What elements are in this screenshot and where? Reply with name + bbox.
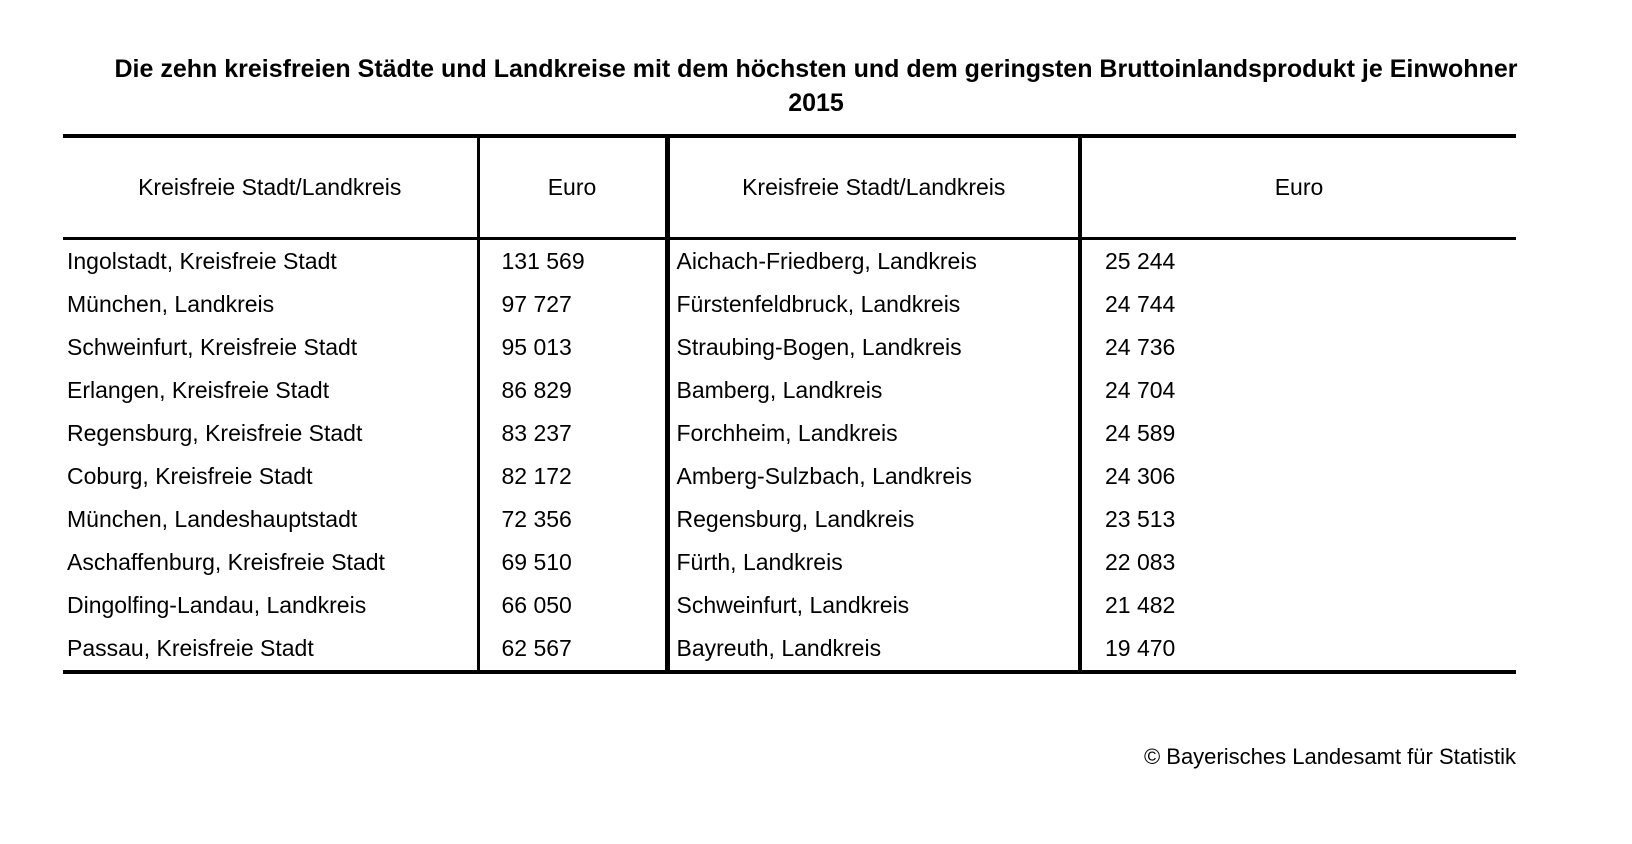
- column-header-euro-left: Euro: [478, 136, 670, 240]
- euro-value-cell: 21 482: [1105, 592, 1176, 618]
- table-body: Ingolstadt, Kreisfreie Stadt 131 569 Aicha…: [63, 238, 1516, 672]
- district-name-cell: Schweinfurt, Landkreis: [667, 584, 1082, 627]
- copyright-notice: © Bayerisches Landesamt für Statistik: [1143, 744, 1516, 769]
- page: Die zehn kreisfreien Städte und Landkrei…: [0, 52, 1632, 844]
- table-row: Schweinfurt, Kreisfreie Stadt 95 013 Strau…: [63, 326, 1516, 369]
- table-row: München, Landkreis 97 727 Fürstenfeldbruck…: [63, 283, 1516, 326]
- district-name-cell: Fürstenfeldbruck, Landkreis: [667, 283, 1082, 326]
- gdp-per-capita-table: Kreisfreie Stadt/Landkreis Euro Kreisfre…: [63, 134, 1516, 674]
- district-name-cell: Bayreuth, Landkreis: [667, 627, 1082, 672]
- district-name-cell: München, Landkreis: [63, 283, 480, 326]
- column-header-district-right: Kreisfreie Stadt/Landkreis: [667, 136, 1082, 240]
- district-name-cell: Schweinfurt, Kreisfreie Stadt: [63, 326, 480, 369]
- district-name-cell: Coburg, Kreisfreie Stadt: [63, 455, 480, 498]
- euro-value-cell: 24 736: [1105, 334, 1176, 360]
- table-row: Passau, Kreisfreie Stadt 62 567 Bayreuth, …: [63, 627, 1516, 672]
- euro-value-cell: 24 744: [1105, 291, 1176, 317]
- euro-value-cell: 95 013: [478, 326, 670, 369]
- euro-value-cell: 83 237: [478, 412, 670, 455]
- table-header-row: Kreisfreie Stadt/Landkreis Euro Kreisfre…: [63, 136, 1516, 240]
- euro-value-cell: 25 244: [1105, 248, 1176, 274]
- euro-value-cell: 23 513: [1105, 506, 1176, 532]
- column-header-euro-right: Euro: [1080, 136, 1516, 240]
- table-row: Erlangen, Kreisfreie Stadt 86 829 Bamberg,…: [63, 369, 1516, 412]
- euro-value-cell: 97 727: [478, 283, 670, 326]
- euro-value-cell: 22 083: [1105, 549, 1176, 575]
- district-name-cell: Amberg-Sulzbach, Landkreis: [667, 455, 1082, 498]
- page-title: Die zehn kreisfreien Städte und Landkrei…: [114, 55, 1518, 117]
- district-name-cell: Bamberg, Landkreis: [667, 369, 1082, 412]
- euro-value-cell: 86 829: [478, 369, 670, 412]
- district-name-cell: Aschaffenburg, Kreisfreie Stadt: [63, 541, 480, 584]
- table-row: Aschaffenburg, Kreisfreie Stadt 69 510 Für…: [63, 541, 1516, 584]
- district-name-cell: Passau, Kreisfreie Stadt: [63, 627, 480, 672]
- district-name-cell: Regensburg, Kreisfreie Stadt: [63, 412, 480, 455]
- table-row: Coburg, Kreisfreie Stadt 82 172 Amberg-Sul…: [63, 455, 1516, 498]
- district-name-cell: Erlangen, Kreisfreie Stadt: [63, 369, 480, 412]
- district-name-cell: Regensburg, Landkreis: [667, 498, 1082, 541]
- euro-value-cell: 131 569: [478, 238, 670, 283]
- district-name-cell: Ingolstadt, Kreisfreie Stadt: [63, 238, 480, 283]
- table-row: Dingolfing-Landau, Landkreis 66 050 Schwei…: [63, 584, 1516, 627]
- column-header-district-left: Kreisfreie Stadt/Landkreis: [63, 136, 480, 240]
- district-name-cell: Aichach-Friedberg, Landkreis: [667, 238, 1082, 283]
- table-row: Ingolstadt, Kreisfreie Stadt 131 569 Aicha…: [63, 238, 1516, 283]
- table-row: München, Landeshauptstadt 72 356 Regensbur…: [63, 498, 1516, 541]
- euro-value-cell: 69 510: [478, 541, 670, 584]
- euro-value-cell: 62 567: [478, 627, 670, 672]
- euro-value-cell: 24 306: [1105, 463, 1176, 489]
- euro-value-cell: 72 356: [478, 498, 670, 541]
- district-name-cell: München, Landeshauptstadt: [63, 498, 480, 541]
- district-name-cell: Forchheim, Landkreis: [667, 412, 1082, 455]
- table-row: Regensburg, Kreisfreie Stadt 83 237 Forchh…: [63, 412, 1516, 455]
- euro-value-cell: 24 589: [1105, 420, 1176, 446]
- euro-value-cell: 24 704: [1105, 377, 1176, 403]
- district-name-cell: Fürth, Landkreis: [667, 541, 1082, 584]
- district-name-cell: Straubing-Bogen, Landkreis: [667, 326, 1082, 369]
- euro-value-cell: 82 172: [478, 455, 670, 498]
- euro-value-cell: 66 050: [478, 584, 670, 627]
- district-name-cell: Dingolfing-Landau, Landkreis: [63, 584, 480, 627]
- euro-value-cell: 19 470: [1105, 635, 1176, 661]
